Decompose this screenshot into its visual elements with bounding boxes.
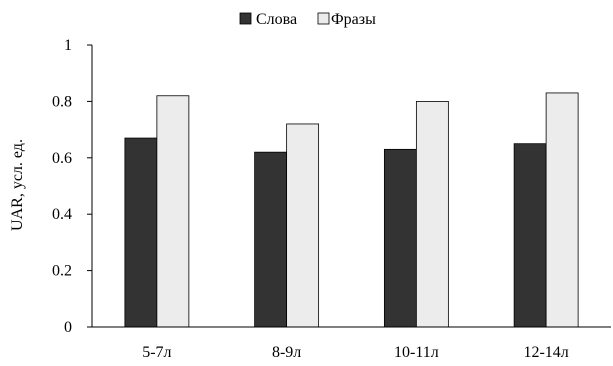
- x-tick-label: 8-9л: [272, 344, 301, 361]
- bar-series-1-0: [156, 95, 190, 328]
- bar-series-1-2: [415, 101, 449, 328]
- x-axis-labels: 5-7л 8-9л 10-11л 12-14л: [142, 344, 569, 361]
- y-tick-label: 0.4: [52, 206, 72, 223]
- legend-label-series-1: Фразы: [331, 11, 376, 28]
- bar-series-0-0: [124, 137, 158, 328]
- y-tick-label: 0.6: [52, 150, 72, 167]
- x-tick-label: 5-7л: [142, 344, 171, 361]
- legend: Слова Фразы: [239, 11, 376, 28]
- y-tick-label: 1: [64, 37, 72, 54]
- legend-swatch-series-1: [317, 12, 330, 25]
- legend-label-series-0: Слова: [256, 11, 297, 28]
- bars: [124, 92, 579, 328]
- bar-series-1-3: [545, 92, 579, 328]
- bar-series-0-2: [383, 148, 417, 328]
- x-tick-label: 10-11л: [394, 344, 439, 361]
- y-axis: 0 0.2 0.4 0.6 0.8 1: [52, 37, 92, 336]
- bar-series-0-1: [254, 151, 288, 328]
- legend-swatch-series-0: [239, 12, 252, 25]
- y-tick-label: 0: [64, 319, 72, 336]
- y-tick-label: 0.2: [52, 263, 72, 280]
- x-tick-label: 12-14л: [523, 344, 568, 361]
- y-axis-label: UAR, усл. ед.: [9, 139, 26, 231]
- bar-series-0-3: [513, 143, 547, 328]
- y-tick-label: 0.8: [52, 93, 72, 110]
- bar-series-1-1: [286, 123, 320, 328]
